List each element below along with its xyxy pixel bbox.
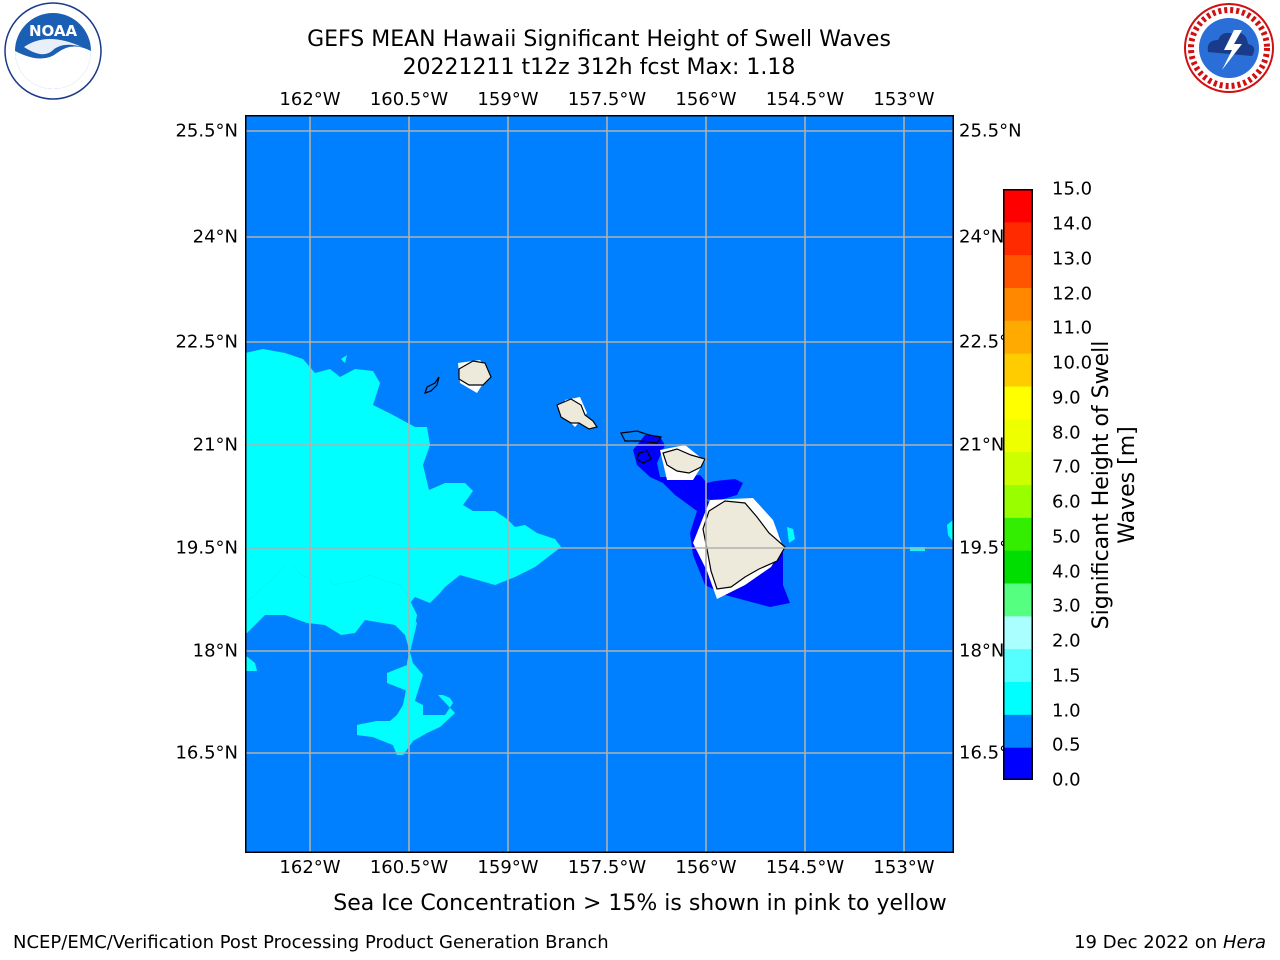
map-title: GEFS MEAN Hawaii Significant Height of S… <box>307 27 891 52</box>
colorbar-title-line2: Waves [m] <box>1115 426 1140 544</box>
swell-region-cyan-east <box>947 519 954 543</box>
swell-region-cyan-dot <box>787 527 795 543</box>
colorbar-tick-label: 10.0 <box>1052 352 1093 374</box>
lon-tick-top: 154.5°W <box>765 89 845 110</box>
sea-ice-note: Sea Ice Concentration > 15% is shown in … <box>333 891 947 916</box>
lat-tick-left: 18°N <box>192 640 238 662</box>
swell-map <box>245 115 954 853</box>
colorbar-tick-label: 14.0 <box>1052 213 1093 235</box>
footer-credit: NCEP/EMC/Verification Post Processing Pr… <box>13 932 609 953</box>
lon-tick-top: 160.5°W <box>369 89 449 110</box>
colorbar-tick-label: 2.0 <box>1052 630 1081 652</box>
colorbar-tick-label: 12.0 <box>1052 283 1093 305</box>
lon-tick-bottom: 153°W <box>873 857 935 878</box>
swell-region-cyan-strip <box>245 655 257 671</box>
niihau-island <box>424 376 440 394</box>
colorbar-tick-label: 4.0 <box>1052 561 1081 583</box>
colorbar-tick-label: 0.0 <box>1052 769 1081 791</box>
lat-tick-right: 21°N <box>959 434 1005 456</box>
lat-tick-left: 19.5°N <box>175 537 238 559</box>
noaa-logo: NOAA <box>4 2 102 100</box>
kauai-island <box>458 360 492 386</box>
colorbar-band <box>1003 418 1033 453</box>
colorbar-band <box>1003 221 1033 256</box>
lon-tick-bottom: 157.5°W <box>567 857 647 878</box>
lon-tick-top: 162°W <box>279 89 341 110</box>
lon-tick-bottom: 159°W <box>477 857 539 878</box>
lat-tick-left: 22.5°N <box>175 331 238 353</box>
lat-tick-right: 25.5°N <box>959 120 1022 142</box>
oahu-island <box>556 398 598 430</box>
lat-tick-right: 24°N <box>959 226 1005 248</box>
colorbar-band <box>1003 714 1033 748</box>
graticule <box>245 115 954 853</box>
swell-region-cyan-dot <box>341 355 347 363</box>
colorbar-frame <box>1003 189 1033 780</box>
colorbar-tick-label: 0.5 <box>1052 734 1081 756</box>
colorbar-band <box>1003 747 1033 780</box>
colorbar-tick-label: 9.0 <box>1052 387 1081 409</box>
colorbar-tick-label: 13.0 <box>1052 248 1093 270</box>
lat-tick-left: 25.5°N <box>175 120 238 142</box>
colorbar-band <box>1003 189 1033 223</box>
colorbar-tick-label: 5.0 <box>1052 526 1081 548</box>
lon-tick-top: 156°W <box>675 89 737 110</box>
colorbar-tick-label: 7.0 <box>1052 456 1081 478</box>
colorbar-band <box>1003 451 1033 485</box>
colorbar-band <box>1003 583 1033 617</box>
lat-tick-left: 24°N <box>192 226 238 248</box>
maui-island <box>662 448 706 474</box>
colorbar-tick-label: 1.5 <box>1052 665 1081 687</box>
lon-tick-bottom: 162°W <box>279 857 341 878</box>
colorbar-band <box>1003 287 1033 321</box>
colorbar-band <box>1003 353 1033 387</box>
lanai-island <box>636 450 652 464</box>
colorbar-band <box>1003 648 1033 682</box>
lon-tick-bottom: 160.5°W <box>369 857 449 878</box>
colorbar-band <box>1003 254 1033 288</box>
colorbar-band <box>1003 386 1033 420</box>
lon-tick-top: 159°W <box>477 89 539 110</box>
colorbar-title: Significant Height of Swell Waves [m] <box>1089 341 1141 630</box>
lon-tick-top: 157.5°W <box>567 89 647 110</box>
molokai-island <box>620 430 663 444</box>
colorbar-band <box>1003 484 1033 518</box>
swell-region-cyan-west <box>245 565 423 755</box>
lat-tick-left: 21°N <box>192 434 238 456</box>
lon-tick-bottom: 156°W <box>675 857 737 878</box>
map-subtitle: 20221211 t12z 312h fcst Max: 1.18 <box>402 55 796 80</box>
colorbar-tick-label: 15.0 <box>1052 178 1093 200</box>
nws-logo <box>1184 3 1274 93</box>
noaa-logo-text: NOAA <box>29 22 78 40</box>
colorbar-title-line1: Significant Height of Swell <box>1089 340 1114 630</box>
lat-tick-left: 16.5°N <box>175 742 238 764</box>
map-frame <box>245 115 954 853</box>
colorbar-band <box>1003 615 1033 650</box>
colorbar-tick-label: 3.0 <box>1052 595 1081 617</box>
colorbar-tick-label: 1.0 <box>1052 700 1081 722</box>
colorbar-band <box>1003 517 1033 551</box>
hawaii-big-island <box>702 500 786 590</box>
colorbar-bands <box>1003 189 1033 780</box>
colorbar-tick-label: 6.0 <box>1052 491 1081 513</box>
colorbar <box>1003 189 1033 780</box>
lat-tick-right: 18°N <box>959 640 1005 662</box>
colorbar-band <box>1003 550 1033 584</box>
colorbar-tick-label: 11.0 <box>1052 317 1093 339</box>
colorbar-band <box>1003 320 1033 354</box>
colorbar-band <box>1003 681 1033 715</box>
footer-host: Hera <box>1222 932 1266 953</box>
lon-tick-bottom: 154.5°W <box>765 857 845 878</box>
swell-region-cyan <box>245 349 561 755</box>
colorbar-tick-label: 8.0 <box>1052 422 1081 444</box>
footer-date: 19 Dec 2022 on Hera <box>1074 932 1266 953</box>
footer-date-text: 19 Dec 2022 on <box>1074 932 1223 953</box>
lon-tick-top: 153°W <box>873 89 935 110</box>
